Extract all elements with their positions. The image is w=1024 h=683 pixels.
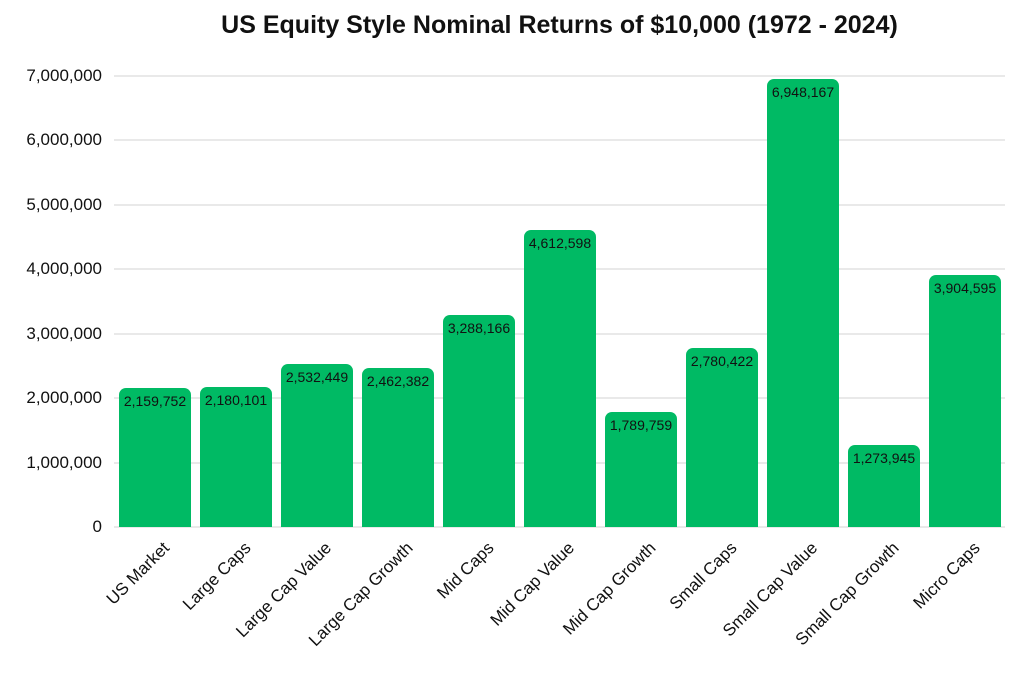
bar-small-cap-growth: 1,273,945 xyxy=(848,445,920,527)
bar-small-cap-value: 6,948,167 xyxy=(767,79,839,527)
bar-mid-cap-growth: 1,789,759 xyxy=(605,412,677,527)
x-tick-label-mid-caps: Mid Caps xyxy=(433,538,498,603)
bar-value-label-large-cap-growth: 2,462,382 xyxy=(366,373,430,389)
y-tick-label-5000000: 5,000,000 xyxy=(26,194,102,214)
bar-value-label-small-cap-value: 6,948,167 xyxy=(771,84,835,100)
bar-mid-cap-value: 4,612,598 xyxy=(524,230,596,527)
y-tick-label-7000000: 7,000,000 xyxy=(26,66,102,85)
gridline-0 xyxy=(114,526,1005,528)
bar-large-cap-growth: 2,462,382 xyxy=(362,368,434,527)
y-tick-label-3000000: 3,000,000 xyxy=(26,323,102,343)
plot-area: 2,159,752 2,180,101 2,532,449 2,462,382 3,28… xyxy=(114,75,1005,528)
bar-small-caps: 2,780,422 xyxy=(686,348,758,527)
gridline-5000000 xyxy=(114,203,1005,206)
y-tick-label-1000000: 1,000,000 xyxy=(26,452,102,472)
bar-value-label-large-cap-value: 2,532,449 xyxy=(285,369,349,385)
bar-large-cap-value: 2,532,449 xyxy=(281,364,353,527)
bar-value-label-large-caps: 2,180,101 xyxy=(204,392,268,408)
y-tick-label-4000000: 4,000,000 xyxy=(26,259,102,279)
bar-value-label-mid-cap-value: 4,612,598 xyxy=(528,235,592,251)
y-tick-label-6000000: 6,000,000 xyxy=(26,130,102,150)
bar-value-label-us-market: 2,159,752 xyxy=(123,393,187,409)
chart-title: US Equity Style Nominal Returns of $10,0… xyxy=(221,11,898,39)
y-tick-label-0: 0 xyxy=(92,517,102,536)
x-tick-label-us-market: US Market xyxy=(103,538,174,609)
bar-mid-caps: 3,288,166 xyxy=(443,315,515,527)
x-tick-label-small-caps: Small Caps xyxy=(665,538,741,614)
x-tick-label-micro-caps: Micro Caps xyxy=(909,538,984,613)
x-tick-label-mid-cap-value: Mid Cap Value xyxy=(486,538,579,630)
bar-micro-caps: 3,904,595 xyxy=(929,275,1001,527)
bar-value-label-small-caps: 2,780,422 xyxy=(690,353,754,369)
bar-large-caps: 2,180,101 xyxy=(200,387,272,527)
bar-value-label-micro-caps: 3,904,595 xyxy=(933,280,997,296)
bar-value-label-mid-caps: 3,288,166 xyxy=(447,320,511,336)
bar-value-label-small-cap-growth: 1,273,945 xyxy=(852,450,916,466)
x-tick-label-large-caps: Large Caps xyxy=(178,538,255,614)
gridline-6000000 xyxy=(114,139,1005,142)
gridline-7000000 xyxy=(114,75,1005,77)
bar-us-market: 2,159,752 xyxy=(119,388,191,527)
bar-value-label-mid-cap-growth: 1,789,759 xyxy=(609,417,673,433)
y-tick-label-2000000: 2,000,000 xyxy=(26,388,102,408)
